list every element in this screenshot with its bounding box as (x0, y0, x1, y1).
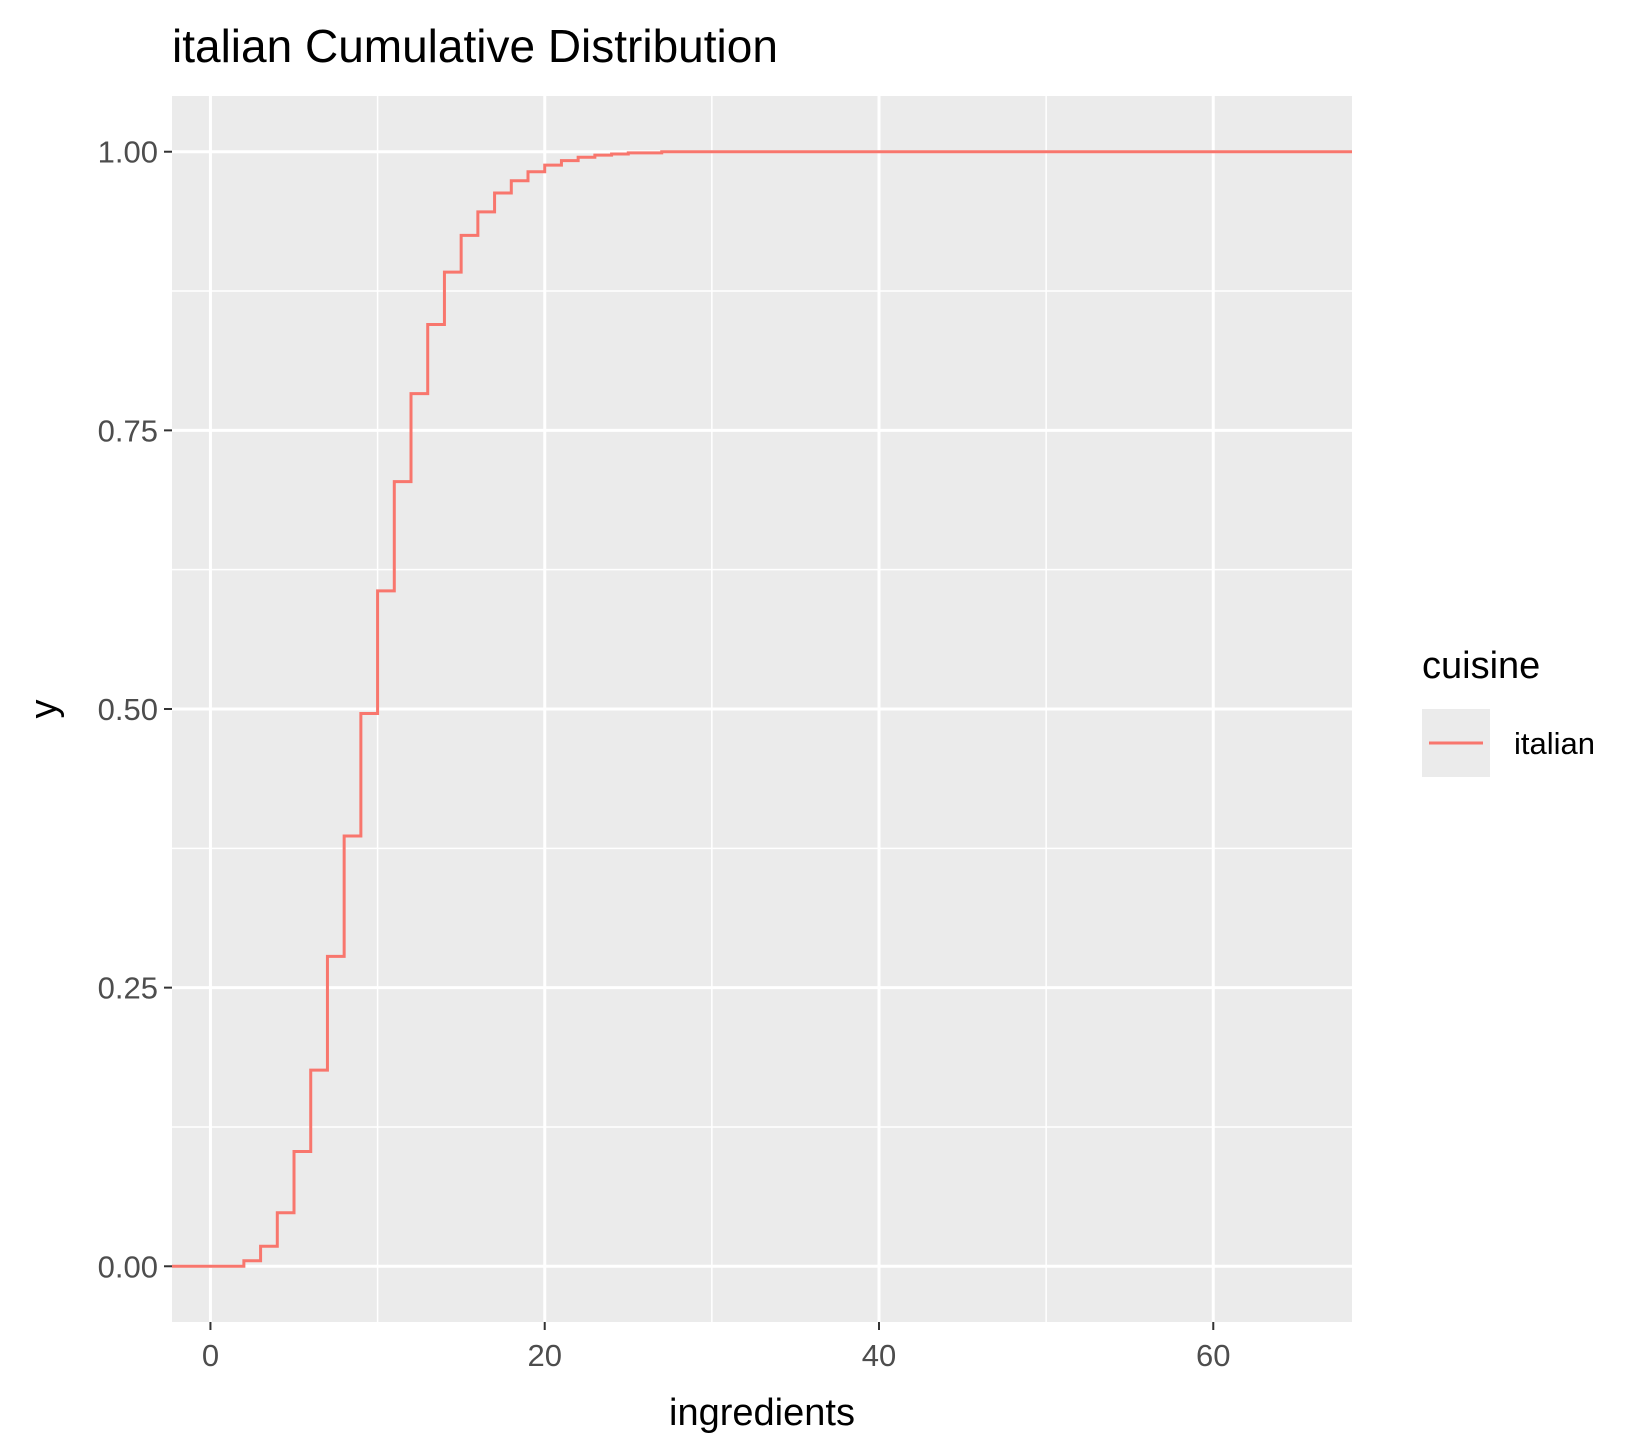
series-line-italian (172, 150, 1352, 1268)
x-axis-title: ingredients (669, 1392, 855, 1434)
y-axis: 0.00 0.25 0.50 0.75 1.00 (98, 135, 172, 1284)
x-tick-label: 60 (1196, 1338, 1230, 1373)
y-tick-label: 0.50 (98, 692, 158, 727)
series-layer (172, 150, 1352, 1268)
major-gridlines (172, 96, 1352, 1322)
y-axis-title: y (23, 700, 65, 719)
chart-title: italian Cumulative Distribution (172, 20, 778, 72)
y-tick-label: 0.25 (98, 971, 158, 1006)
legend: cuisine italian (1422, 645, 1595, 777)
x-axis: 0 20 40 60 (202, 1322, 1231, 1373)
legend-title: cuisine (1422, 645, 1540, 687)
y-tick-label: 0.00 (98, 1249, 158, 1284)
x-tick-label: 40 (862, 1338, 896, 1373)
x-tick-label: 20 (527, 1338, 561, 1373)
legend-label-italian: italian (1514, 726, 1595, 761)
y-tick-label: 0.75 (98, 413, 158, 448)
x-tick-label: 0 (202, 1338, 219, 1373)
y-tick-label: 1.00 (98, 135, 158, 170)
